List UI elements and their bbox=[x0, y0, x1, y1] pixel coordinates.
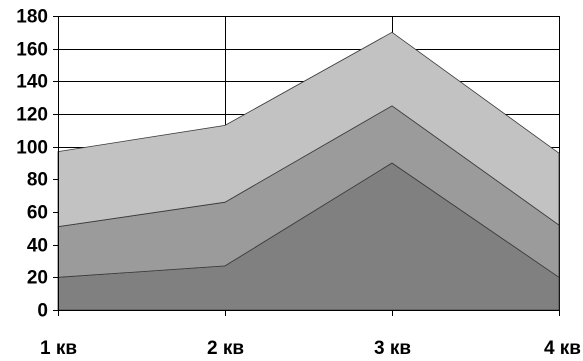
y-tick-label-20: 20 bbox=[27, 268, 48, 289]
area-series-3 bbox=[57, 31, 560, 228]
axes bbox=[53, 15, 561, 316]
y-tick-label-0: 0 bbox=[37, 301, 48, 322]
x-tick-label-2: 2 кв bbox=[207, 338, 244, 359]
y-tick-label-40: 40 bbox=[27, 236, 48, 257]
y-tick-label-180: 180 bbox=[16, 7, 48, 28]
y-tick-label-80: 80 bbox=[27, 170, 48, 191]
x-tick-label-4: 4 кв bbox=[544, 338, 581, 359]
y-tick-label-60: 60 bbox=[27, 203, 48, 224]
area-series bbox=[57, 31, 560, 311]
y-axis-tick-labels: 0 20 40 60 80 100 120 140 160 180 bbox=[16, 7, 48, 322]
y-tick-label-120: 120 bbox=[16, 105, 48, 126]
y-tick-label-140: 140 bbox=[16, 72, 48, 93]
y-tick-label-100: 100 bbox=[16, 138, 48, 159]
x-tick-label-3: 3 кв bbox=[374, 338, 411, 359]
x-tick-label-1: 1 кв bbox=[40, 338, 77, 359]
y-tick-label-160: 160 bbox=[16, 40, 48, 61]
x-axis-tick-labels: 1 кв 2 кв 3 кв 4 кв bbox=[40, 338, 581, 359]
